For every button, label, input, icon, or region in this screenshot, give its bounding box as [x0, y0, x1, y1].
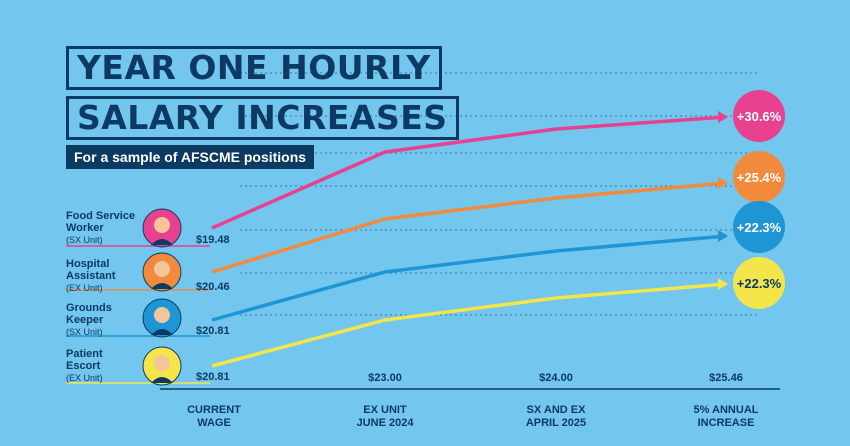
category-label: WAGE: [197, 417, 231, 429]
avatar-body: [151, 239, 173, 245]
column-wage-label: $24.00: [539, 372, 573, 384]
position-unit: (SX Unit): [66, 327, 103, 337]
avatar-face: [154, 355, 170, 371]
avatar-face: [154, 307, 170, 323]
position-name: Patient Escort: [66, 348, 103, 372]
avatar-face: [154, 261, 170, 277]
start-wage-label: $20.81: [196, 325, 230, 337]
category-label: CURRENT: [187, 404, 241, 416]
avatar-body: [151, 329, 173, 335]
category-label: INCREASE: [698, 417, 755, 429]
start-wage-label: $19.48: [196, 234, 230, 246]
increase-label: +25.4%: [737, 170, 782, 185]
increase-badge: [733, 257, 785, 309]
position-unit: (SX Unit): [66, 235, 103, 245]
increase-badge: [733, 90, 785, 142]
avatar-body: [151, 377, 173, 383]
title-line-2: SALARY INCREASES: [66, 96, 459, 140]
subtitle: For a sample of AFSCME positions: [66, 145, 315, 169]
increase-badge: [733, 201, 785, 253]
increase-badge: [733, 151, 785, 203]
series-line: [211, 181, 727, 274]
column-wage-label: $23.00: [368, 372, 402, 384]
position-unit: (EX Unit): [66, 373, 103, 383]
series-arrowhead: [718, 230, 728, 242]
position-label-food-service: Food Service Worker (SX Unit): [66, 210, 135, 246]
series-arrowhead: [718, 278, 728, 290]
increase-label: +22.3%: [737, 276, 782, 291]
category-label: APRIL 2025: [526, 417, 586, 429]
position-label-grounds-keeper: Grounds Keeper (SX Unit): [66, 302, 112, 338]
position-name: Hospital Assistant: [66, 258, 116, 282]
category-label: SX AND EX: [527, 404, 587, 416]
position-label-patient-escort: Patient Escort (EX Unit): [66, 348, 103, 384]
series-line: [211, 115, 727, 230]
column-wage-label: $25.46: [709, 372, 743, 384]
category-label: 5% ANNUAL: [694, 404, 759, 416]
start-wage-label: $20.46: [196, 281, 230, 293]
position-name: Food Service Worker: [66, 210, 136, 234]
series-arrowhead: [718, 177, 728, 189]
increase-label: +30.6%: [737, 109, 782, 124]
series-arrowhead: [718, 111, 728, 123]
category-label: EX UNIT: [363, 404, 407, 416]
title-line-1: YEAR ONE HOURLY: [66, 46, 442, 90]
category-label: JUNE 2024: [357, 417, 415, 429]
position-unit: (EX Unit): [66, 283, 103, 293]
position-name: Grounds Keeper: [66, 302, 112, 326]
increase-label: +22.3%: [737, 220, 782, 235]
start-wage-label: $20.81: [196, 371, 230, 383]
series-line: [211, 234, 727, 322]
avatar-body: [151, 283, 173, 289]
avatar-face: [154, 217, 170, 233]
position-label-hospital-assistant: Hospital Assistant (EX Unit): [66, 258, 116, 294]
series-line: [211, 282, 727, 368]
